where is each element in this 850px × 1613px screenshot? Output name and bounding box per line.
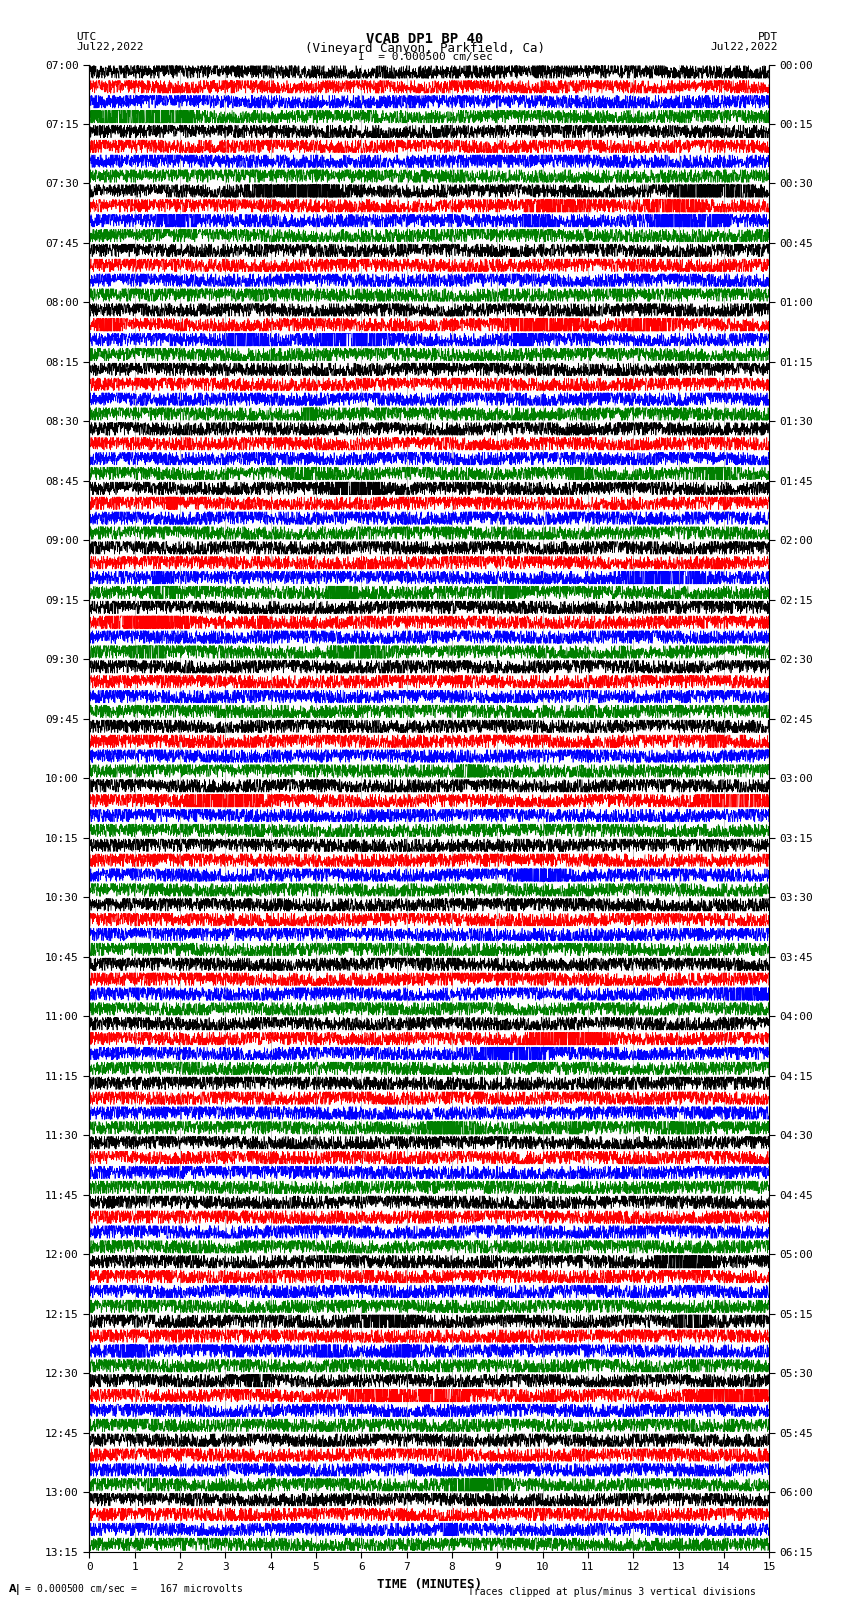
Text: VCAB DP1 BP 40: VCAB DP1 BP 40 (366, 32, 484, 47)
X-axis label: TIME (MINUTES): TIME (MINUTES) (377, 1578, 482, 1590)
Text: PDT: PDT (757, 32, 778, 42)
Text: Jul22,2022: Jul22,2022 (76, 42, 144, 52)
Text: Traces clipped at plus/minus 3 vertical divisions: Traces clipped at plus/minus 3 vertical … (468, 1587, 756, 1597)
Text: I  = 0.000500 cm/sec: I = 0.000500 cm/sec (358, 52, 492, 61)
Text: (Vineyard Canyon, Parkfield, Ca): (Vineyard Canyon, Parkfield, Ca) (305, 42, 545, 55)
Text: $\bf{A|}$ = 0.000500 cm/sec =    167 microvolts: $\bf{A|}$ = 0.000500 cm/sec = 167 microv… (8, 1582, 244, 1597)
Text: Jul22,2022: Jul22,2022 (711, 42, 778, 52)
Text: UTC: UTC (76, 32, 97, 42)
